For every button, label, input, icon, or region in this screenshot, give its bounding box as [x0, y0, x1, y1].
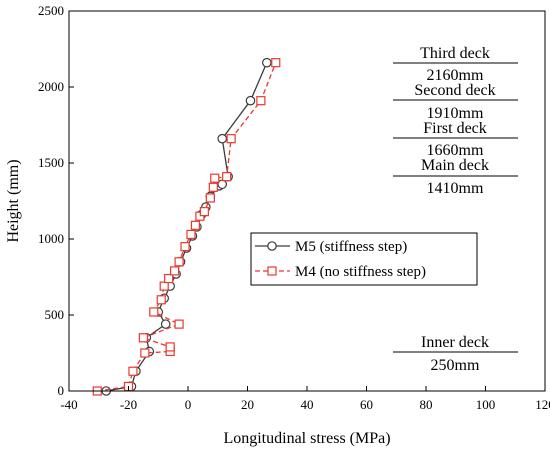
data-point-m4 [138, 333, 148, 343]
legend-label: M4 (no stiffness step) [295, 264, 426, 280]
x-tick-label: 100 [476, 397, 496, 412]
data-point-m4 [174, 319, 184, 329]
deck-height-label: 1910mm [427, 105, 484, 122]
deck-height-label: 1410mm [427, 180, 484, 197]
deck-height-label: 2160mm [427, 67, 484, 84]
x-tick-label: 40 [301, 397, 314, 412]
data-point-m4 [226, 134, 236, 144]
x-tick-label: -20 [120, 397, 137, 412]
data-point-m4 [205, 193, 215, 203]
legend-box [250, 232, 478, 286]
series-line-1 [106, 62, 268, 392]
data-point-m4 [190, 220, 201, 230]
data-point-m4 [149, 307, 159, 317]
deck-height-label: 250mm [431, 357, 480, 374]
deck-name-label: Second deck [414, 82, 495, 99]
data-point-m5 [245, 95, 256, 106]
y-tick-label: 1500 [38, 155, 64, 170]
series-line-2 [97, 62, 277, 392]
data-point-m4 [199, 207, 209, 217]
y-tick-label: 1000 [38, 231, 64, 246]
data-point-m4 [170, 266, 180, 276]
data-point-m4 [156, 295, 166, 305]
data-point-m4 [128, 366, 138, 376]
y-tick-label: 500 [45, 307, 65, 322]
legend-label: M5 (stiffness step) [295, 239, 407, 255]
x-tick-label: 20 [241, 397, 254, 412]
data-point-m4 [174, 257, 184, 267]
data-point-m4 [271, 58, 281, 68]
data-point-m4 [210, 173, 220, 183]
deck-name-label: Inner deck [421, 334, 489, 351]
data-point-m4 [159, 281, 169, 291]
x-axis-label: Longitudinal stress (MPa) [223, 430, 390, 447]
x-tick-label: 120 [535, 397, 550, 412]
data-point-m5 [160, 319, 171, 329]
data-point-m4 [180, 242, 190, 252]
data-point-m4 [208, 182, 218, 192]
y-axis-label: Height (mm) [5, 159, 22, 242]
data-point-m4 [164, 273, 174, 284]
data-point-m4 [222, 172, 232, 182]
data-point-m4 [140, 348, 150, 358]
legend: M5 (stiffness step) M4 (no stiffness step… [250, 232, 478, 286]
x-tick-label: 0 [185, 397, 192, 412]
deck-name-label: Main deck [421, 157, 489, 174]
y-tick-label: 2500 [38, 3, 64, 18]
y-tick-label: 0 [58, 383, 65, 398]
legend-marker-square [267, 266, 277, 276]
legend-marker-circle [267, 241, 277, 251]
x-tick-label: -40 [60, 397, 77, 412]
x-tick-label: 60 [360, 397, 373, 412]
deck-height-label: 1660mm [427, 142, 484, 159]
data-point-m5 [262, 57, 272, 68]
data-point-m4 [256, 96, 266, 106]
deck-name-label: First deck [423, 120, 487, 137]
x-tick-label: 80 [420, 397, 433, 412]
y-tick-label: 2000 [38, 79, 64, 94]
deck-name-label: Third deck [420, 45, 490, 62]
data-point-m4 [165, 342, 175, 352]
data-point-m5 [217, 133, 228, 144]
data-point-m4 [186, 229, 196, 240]
